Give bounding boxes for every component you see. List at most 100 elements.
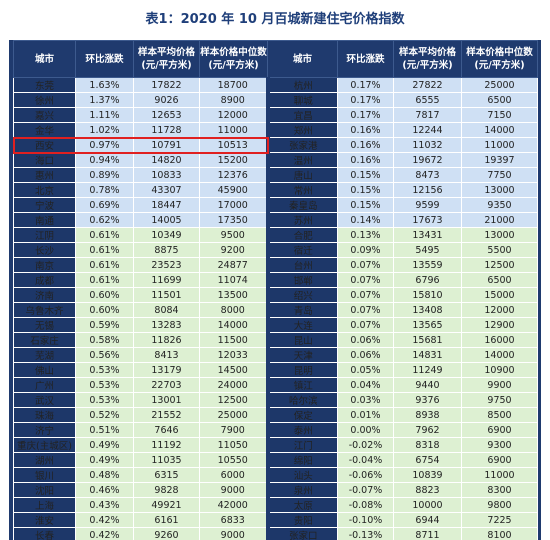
column-header: 环比涨跌 (338, 41, 394, 78)
value-cell: 0.49% (76, 438, 134, 453)
value-cell: 0.53% (76, 378, 134, 393)
value-cell: 23523 (134, 258, 200, 273)
value-cell: 0.61% (76, 258, 134, 273)
value-cell: 12033 (200, 348, 268, 363)
city-cell: 南京 (14, 258, 76, 273)
value-cell: 11032 (394, 138, 462, 153)
value-cell: 7962 (394, 423, 462, 438)
city-cell: 西安 (14, 138, 76, 153)
value-cell: 0.48% (76, 468, 134, 483)
value-cell: 43307 (134, 183, 200, 198)
city-cell: 青岛 (268, 303, 338, 318)
city-cell: 泰州 (268, 423, 338, 438)
value-cell: 0.15% (338, 168, 394, 183)
city-cell: 绍兴 (268, 288, 338, 303)
city-cell: 金华 (14, 123, 76, 138)
city-cell: 武汉 (14, 393, 76, 408)
value-cell: 9500 (200, 228, 268, 243)
value-cell: 9828 (134, 483, 200, 498)
city-cell: 张家口 (268, 528, 338, 540)
city-cell: 济宁 (14, 423, 76, 438)
city-cell: 芜湖 (14, 348, 76, 363)
header-text: 样本平均价格 (399, 47, 456, 58)
value-cell: 11699 (134, 273, 200, 288)
city-cell: 太原 (268, 498, 338, 513)
city-cell: 嘉兴 (14, 108, 76, 123)
value-cell: 11501 (134, 288, 200, 303)
value-cell: 11035 (134, 453, 200, 468)
city-cell: 上海 (14, 498, 76, 513)
value-cell: 6833 (200, 513, 268, 528)
value-cell: 0.00% (338, 423, 394, 438)
value-cell: 0.53% (76, 393, 134, 408)
value-cell: 13431 (394, 228, 462, 243)
value-cell: 0.51% (76, 423, 134, 438)
value-cell: 11500 (200, 333, 268, 348)
header-text: 城市 (35, 54, 54, 65)
value-cell: 0.07% (338, 303, 394, 318)
value-cell: 0.52% (76, 408, 134, 423)
value-cell: 0.78% (76, 183, 134, 198)
value-cell: 12000 (462, 303, 538, 318)
city-cell: 江门 (268, 438, 338, 453)
value-cell: 17673 (394, 213, 462, 228)
value-cell: 0.58% (76, 333, 134, 348)
value-cell: 8900 (200, 93, 268, 108)
value-cell: -0.04% (338, 453, 394, 468)
value-cell: 24877 (200, 258, 268, 273)
value-cell: 10833 (134, 168, 200, 183)
header-text: (元/平方米) (208, 60, 258, 71)
value-cell: 15810 (394, 288, 462, 303)
city-cell: 保定 (268, 408, 338, 423)
value-cell: 8413 (134, 348, 200, 363)
value-cell: 8711 (394, 528, 462, 540)
value-cell: 0.09% (338, 243, 394, 258)
value-cell: 11074 (200, 273, 268, 288)
value-cell: 7225 (462, 513, 538, 528)
value-cell: 6500 (462, 93, 538, 108)
value-cell: 9200 (200, 243, 268, 258)
value-cell: -0.07% (338, 483, 394, 498)
city-cell: 无锡 (14, 318, 76, 333)
value-cell: 0.61% (76, 273, 134, 288)
city-cell: 徐州 (14, 93, 76, 108)
header-text: 样本价格中位数 (200, 47, 267, 58)
header-text: 环比涨跌 (346, 54, 384, 65)
value-cell: 13000 (462, 183, 538, 198)
value-cell: 10839 (394, 468, 462, 483)
header-text: 样本平均价格 (138, 47, 195, 58)
city-cell: 杭州 (268, 78, 338, 93)
value-cell: 0.17% (338, 78, 394, 93)
value-cell: 0.60% (76, 288, 134, 303)
value-cell: 0.89% (76, 168, 134, 183)
value-cell: 0.42% (76, 513, 134, 528)
value-cell: 6900 (462, 453, 538, 468)
value-cell: 7900 (200, 423, 268, 438)
column-header: 样本平均价格(元/平方米) (394, 41, 462, 78)
value-cell: 14000 (462, 123, 538, 138)
value-cell: 0.53% (76, 363, 134, 378)
value-cell: 12653 (134, 108, 200, 123)
city-cell: 沈阳 (14, 483, 76, 498)
value-cell: 14831 (394, 348, 462, 363)
value-cell: 0.61% (76, 228, 134, 243)
value-cell: 6754 (394, 453, 462, 468)
value-cell: 11728 (134, 123, 200, 138)
value-cell: 27822 (394, 78, 462, 93)
value-cell: 7750 (462, 168, 538, 183)
value-cell: 9026 (134, 93, 200, 108)
value-cell: 0.69% (76, 198, 134, 213)
column-header: 样本价格中位数 (元/平方米) (200, 41, 268, 78)
value-cell: 13283 (134, 318, 200, 333)
value-cell: 14820 (134, 153, 200, 168)
value-cell: 0.06% (338, 348, 394, 363)
column-header: 环比涨跌 (76, 41, 134, 78)
value-cell: 11050 (200, 438, 268, 453)
